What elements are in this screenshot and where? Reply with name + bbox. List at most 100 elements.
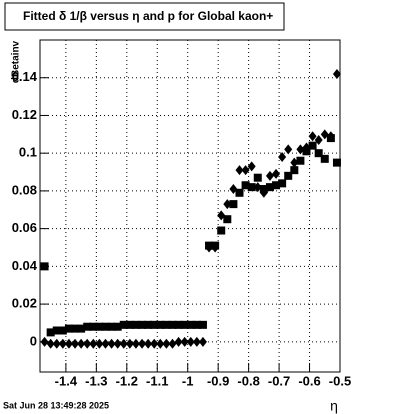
square-marker: [58, 326, 67, 335]
diamond-marker: [180, 336, 189, 347]
y-tick-label: 0.06: [12, 220, 37, 235]
square-marker: [180, 320, 189, 329]
square-marker: [308, 141, 317, 150]
square-marker: [296, 156, 305, 165]
square-marker: [162, 320, 171, 329]
diamond-marker: [40, 336, 49, 347]
square-marker: [113, 322, 122, 331]
x-tick-label: -0.6: [298, 373, 320, 388]
square-marker: [223, 215, 232, 224]
square-marker: [198, 320, 207, 329]
y-tick-label: 0: [30, 333, 37, 348]
diamond-marker: [77, 338, 86, 349]
diamond-marker: [296, 144, 305, 155]
diamond-marker: [229, 184, 238, 195]
x-tick-label: -1.4: [55, 373, 78, 388]
diamond-marker: [211, 242, 220, 253]
diamond-marker: [205, 242, 214, 253]
y-tick-label: 0.1: [19, 145, 37, 160]
diamond-marker: [192, 336, 201, 347]
diamond-marker: [138, 338, 147, 349]
square-marker: [46, 328, 55, 337]
y-tick-label: 0.04: [12, 258, 38, 273]
x-tick-label: -0.7: [268, 373, 290, 388]
diamond-marker: [162, 338, 171, 349]
square-marker: [131, 320, 140, 329]
diamond-marker: [259, 187, 268, 198]
square-marker: [174, 320, 183, 329]
x-tick-label: -0.8: [237, 373, 259, 388]
square-marker: [314, 149, 323, 158]
plot-frame: [39, 39, 341, 373]
x-tick-label: -1.2: [116, 373, 138, 388]
diamond-marker: [265, 170, 274, 181]
diamond-marker: [95, 338, 104, 349]
diamond-marker: [332, 68, 341, 79]
square-marker: [332, 158, 341, 167]
square-marker: [265, 183, 274, 192]
x-tick-label: -1.3: [85, 373, 107, 388]
diamond-marker: [272, 168, 281, 179]
diamond-marker: [150, 338, 159, 349]
diamond-marker: [83, 338, 92, 349]
diamond-marker: [64, 338, 73, 349]
square-marker: [40, 262, 49, 271]
diamond-marker: [247, 161, 256, 172]
y-tick-label: 0.12: [12, 107, 37, 122]
diamond-marker: [253, 182, 262, 193]
diamond-marker: [119, 338, 128, 349]
diamond-marker: [308, 131, 317, 142]
diamond-marker: [235, 165, 244, 176]
square-marker: [71, 324, 80, 333]
square-marker: [272, 181, 281, 190]
diamond-marker: [284, 144, 293, 155]
diamond-marker: [241, 165, 250, 176]
x-tick-label: -0.9: [207, 373, 229, 388]
square-marker: [186, 320, 195, 329]
square-marker: [64, 324, 73, 333]
diamond-marker: [58, 338, 67, 349]
y-tick-label: 0.14: [12, 69, 38, 84]
square-marker: [217, 226, 226, 235]
square-marker: [241, 181, 250, 190]
square-marker: [192, 320, 201, 329]
square-marker: [95, 322, 104, 331]
diamond-marker: [186, 336, 195, 347]
footer-date: Sat Jun 28 13:49:28 2025: [3, 400, 109, 410]
x-axis-label: η: [330, 398, 338, 414]
diamond-marker: [174, 336, 183, 347]
diamond-marker: [113, 338, 122, 349]
square-marker: [229, 200, 238, 209]
y-axis-label: dBetainv: [11, 40, 22, 83]
y-tick-label: 0.08: [12, 182, 37, 197]
square-marker: [320, 154, 329, 163]
square-marker: [235, 188, 244, 197]
square-marker: [290, 166, 299, 175]
x-tick-label: -1.1: [146, 373, 168, 388]
square-marker: [144, 320, 153, 329]
diamond-marker: [107, 338, 116, 349]
square-marker: [119, 320, 128, 329]
x-tick-label: -1: [182, 373, 194, 388]
square-marker: [138, 320, 147, 329]
square-marker: [83, 322, 92, 331]
square-marker: [101, 322, 110, 331]
diamond-marker: [198, 336, 207, 347]
square-marker: [89, 322, 98, 331]
diamond-marker: [326, 131, 335, 142]
diamond-marker: [52, 338, 61, 349]
x-tick-label: -0.5: [329, 373, 351, 388]
square-marker: [156, 320, 165, 329]
diamond-marker: [71, 338, 80, 349]
square-marker: [278, 179, 287, 188]
diamond-marker: [46, 338, 55, 349]
diamond-marker: [131, 338, 140, 349]
diamond-marker: [144, 338, 153, 349]
square-marker: [107, 322, 116, 331]
diamond-marker: [89, 338, 98, 349]
square-marker: [125, 320, 134, 329]
diamond-marker: [101, 338, 110, 349]
square-marker: [168, 320, 177, 329]
diamond-marker: [168, 338, 177, 349]
